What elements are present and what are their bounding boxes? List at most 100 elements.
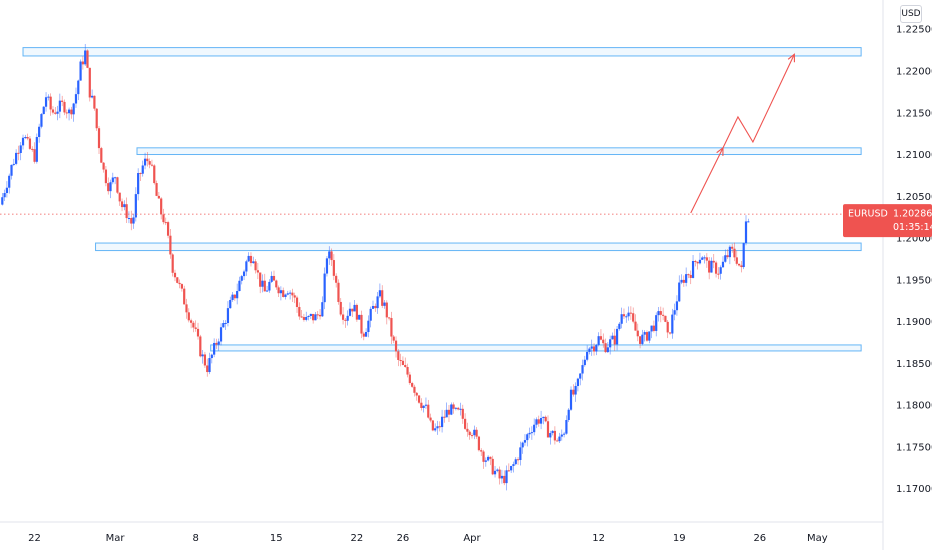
candle-body	[645, 332, 649, 341]
candle-body	[376, 296, 379, 309]
x-tick-label: May	[807, 533, 828, 544]
x-tick-label: 26	[397, 533, 410, 544]
candle-body	[12, 163, 15, 165]
candle-body	[143, 158, 147, 166]
candle-body	[351, 308, 354, 312]
candle-body	[694, 260, 697, 262]
candle-body	[203, 354, 207, 366]
candle-body	[512, 464, 515, 466]
y-tick-label: 1.19000	[896, 317, 932, 328]
candle-body	[440, 416, 444, 428]
candle-body	[219, 327, 223, 342]
bar-countdown: 01:35:14	[893, 222, 932, 233]
support-resistance-zones[interactable]	[22, 47, 862, 352]
candle-body	[146, 158, 149, 162]
candle-body	[190, 320, 193, 323]
candle-body	[475, 429, 478, 437]
candle-body	[450, 404, 453, 415]
candle-body	[192, 322, 195, 328]
candle-body	[500, 475, 504, 479]
projection-arrowhead-2	[787, 53, 795, 63]
candle-body	[321, 302, 324, 317]
candle-body	[26, 137, 29, 139]
projection-arrow[interactable]	[690, 53, 795, 214]
candle-body	[595, 344, 598, 352]
candle-body	[627, 312, 630, 317]
candle-body	[659, 311, 662, 315]
currency-badge[interactable]: USD	[900, 5, 922, 23]
candle-body	[404, 364, 407, 367]
x-axis[interactable]: 22 Mar 8 15 22 26 Apr 12 19 26 May	[28, 533, 828, 544]
candle-body	[162, 214, 165, 223]
candle-body	[535, 419, 538, 425]
candle-body	[291, 292, 294, 296]
candle-body	[698, 259, 702, 264]
candle-body	[114, 177, 117, 179]
candle-body	[8, 175, 11, 188]
candle-body	[574, 386, 577, 395]
candle-body	[565, 420, 568, 434]
candle-body	[737, 263, 741, 266]
current-price-symbol: EURUSD	[848, 209, 888, 220]
candle-body	[337, 282, 340, 302]
current-price-label: EURUSD 1.20286 01:35:14	[843, 204, 932, 238]
candle-body	[49, 96, 52, 110]
candle-body	[150, 164, 154, 166]
candle-body	[155, 183, 158, 196]
y-tick-label: 1.20000	[896, 234, 932, 245]
candle-body	[664, 315, 667, 322]
candle-body	[712, 260, 715, 263]
candle-body	[353, 304, 356, 312]
candle-body	[302, 317, 306, 320]
candle-body	[507, 470, 510, 472]
candle-body	[381, 290, 384, 306]
y-tick-label: 1.20500	[896, 192, 932, 203]
axes	[0, 0, 884, 550]
candle-body	[173, 272, 177, 278]
candle-body	[714, 262, 718, 274]
candle-body	[65, 112, 68, 114]
candle-body	[194, 327, 197, 329]
candle-body	[454, 407, 457, 409]
candle-body	[90, 95, 94, 98]
candle-body	[44, 97, 48, 107]
candle-body	[222, 323, 225, 328]
candle-body	[622, 314, 626, 317]
candle-body	[77, 80, 80, 95]
candle-body	[703, 257, 706, 259]
candle-body	[130, 218, 133, 224]
candle-body	[560, 434, 563, 437]
candle-body	[397, 351, 400, 360]
candle-body	[185, 304, 188, 313]
candle-body	[431, 420, 434, 431]
candle-body	[323, 273, 326, 303]
candle-body	[24, 137, 27, 139]
candle-body	[367, 320, 370, 333]
candle-body	[256, 270, 259, 273]
candle-body	[385, 302, 388, 318]
y-axis[interactable]: 1.17000 1.17500 1.18000 1.18500 1.19000 1.195…	[896, 25, 932, 495]
candle-body	[74, 94, 78, 104]
candle-body	[312, 313, 315, 321]
candle-body	[355, 304, 358, 320]
candle-body	[401, 360, 405, 365]
candle-body	[464, 418, 467, 429]
candle-body	[378, 290, 382, 297]
candle-body	[305, 316, 308, 320]
candle-body	[602, 339, 605, 344]
candle-body	[740, 265, 743, 268]
candle-body	[744, 221, 748, 244]
candle-body	[503, 475, 506, 484]
x-tick-label: Mar	[106, 533, 126, 544]
candle-body	[3, 193, 6, 198]
candle-body	[429, 417, 432, 421]
candle-body	[139, 173, 142, 175]
candle-body	[348, 308, 352, 316]
candle-body	[247, 255, 250, 262]
candle-body	[268, 281, 271, 291]
candle-body	[282, 290, 285, 297]
zone-3	[95, 242, 862, 252]
candle-body	[199, 336, 202, 357]
